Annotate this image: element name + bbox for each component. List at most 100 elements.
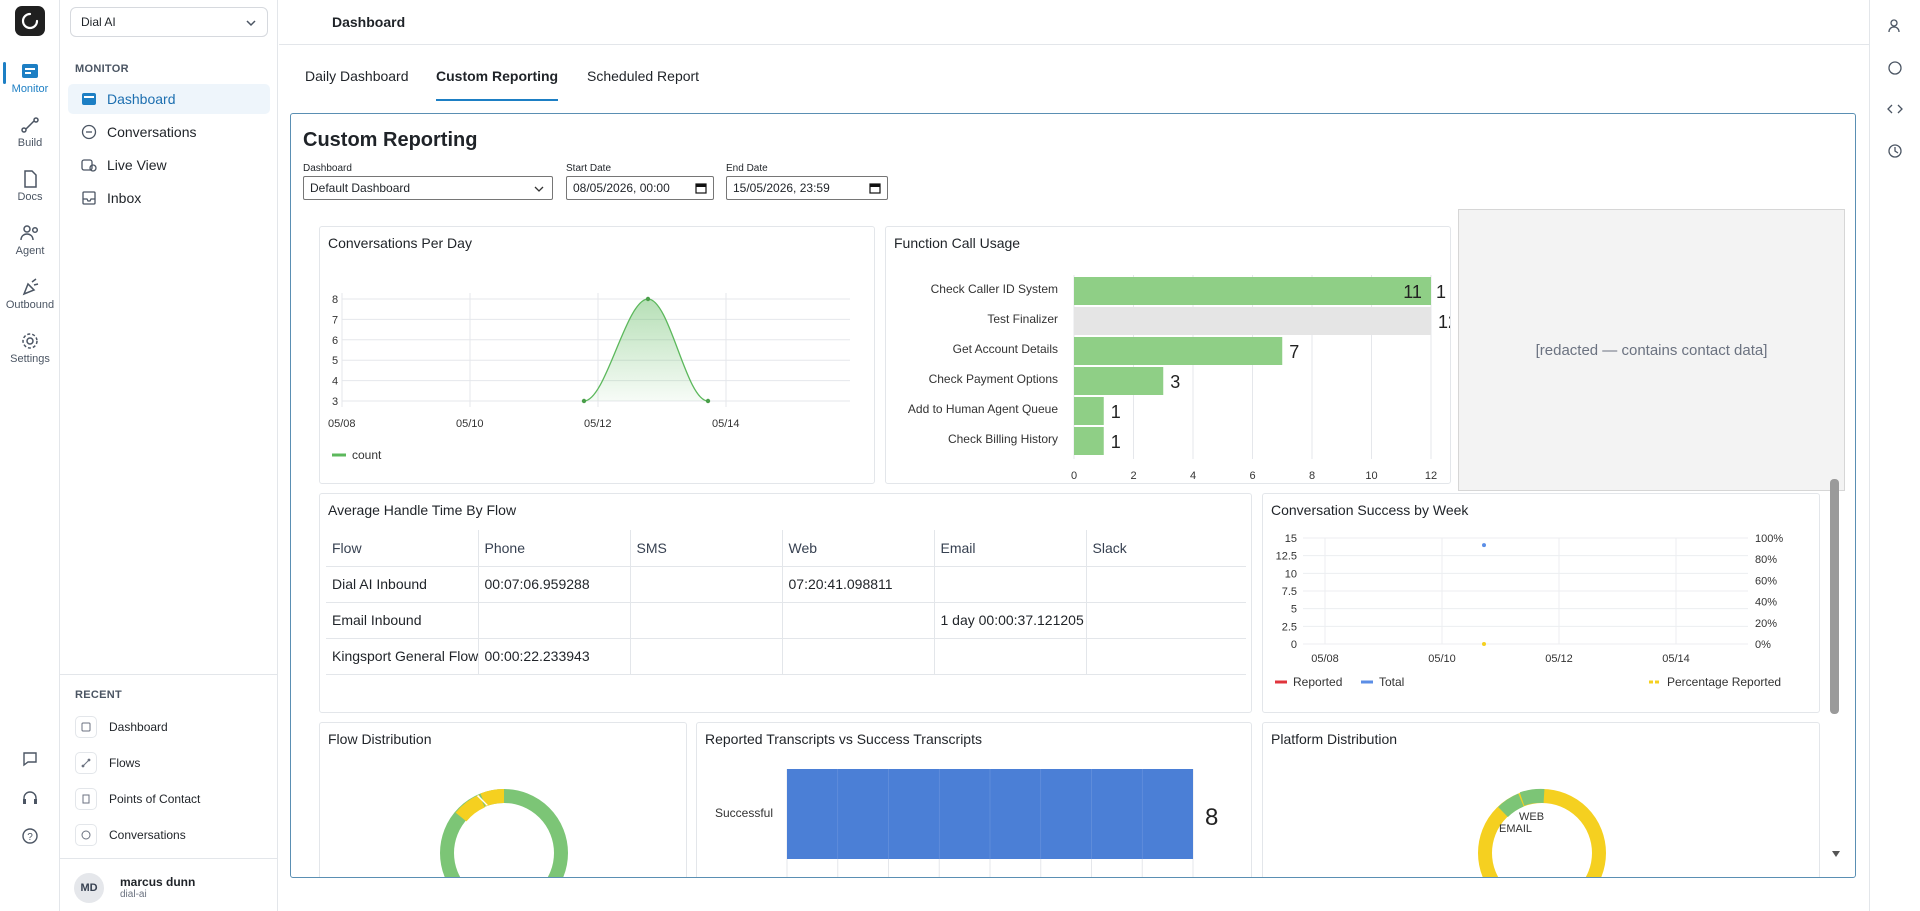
table-cell: Dial AI Inbound [326, 566, 479, 603]
calendar-icon [695, 183, 707, 194]
data-label: 3 [1170, 372, 1180, 392]
x-tick-label: 05/12 [1545, 653, 1573, 665]
column-header: SMS [630, 530, 783, 567]
user-profile[interactable]: MD marcus dunn dial-ai [60, 858, 278, 911]
legend-label: count [352, 448, 382, 462]
rail-label: Settings [10, 353, 50, 365]
headset-icon[interactable] [0, 789, 60, 812]
y-tick-label: 3 [332, 396, 338, 408]
sidebar-item-conversations[interactable]: Conversations [68, 117, 270, 147]
y-tick-label: 5 [332, 355, 338, 367]
conversations-per-day-chart: 3 4 5 6 7 8 05/08 05/10 05/12 05/14 count [328, 293, 850, 462]
bar [1074, 427, 1104, 455]
right-rail [1869, 0, 1920, 911]
conversations-per-day-card: Conversations Per Day 3 4 5 6 7 8 05/08 05/10 05… [319, 226, 875, 484]
y-tick-label: 10 [1285, 568, 1297, 580]
y2-tick-label: 100% [1755, 533, 1783, 545]
x-tick-label: 8 [1309, 470, 1315, 481]
chart-title: Reported Transcripts vs Success Transcri… [705, 731, 982, 747]
dashboard-select-value: Default Dashboard [310, 181, 411, 195]
rail-monitor[interactable]: Monitor [0, 62, 60, 95]
settings-icon [22, 333, 38, 349]
rail-agent[interactable]: Agent [0, 224, 60, 257]
start-date-input[interactable]: 08/05/2026, 00:00 [566, 176, 714, 200]
tab-custom-reporting[interactable]: Custom Reporting [436, 68, 559, 101]
category-label: Add to Human Agent Queue [908, 402, 1058, 416]
section-label: MONITOR [75, 63, 129, 75]
start-date-value: 08/05/2026, 00:00 [573, 181, 670, 195]
sidebar-item-label: Inbox [107, 190, 142, 206]
chart-title: Function Call Usage [894, 235, 1021, 251]
x-tick-label: 4 [1190, 470, 1196, 481]
scrollbar[interactable] [1830, 479, 1839, 714]
help-icon[interactable]: ? [0, 827, 60, 850]
legend-label: Total [1379, 675, 1404, 689]
header: Dashboard [279, 0, 1869, 45]
user-switch-icon[interactable] [1887, 18, 1903, 39]
workspace-select[interactable]: Dial AI [70, 7, 268, 37]
flows-icon [75, 752, 97, 774]
bar [1074, 337, 1283, 365]
user-org: dial-ai [120, 889, 147, 900]
sidebar-item-inbox[interactable]: Inbox [68, 183, 270, 213]
end-date-input[interactable]: 15/05/2026, 23:59 [726, 176, 888, 200]
tab-scheduled-report[interactable]: Scheduled Report [587, 68, 700, 84]
flow-distribution-chart [440, 788, 568, 877]
sidebar-item-dashboard[interactable]: Dashboard [68, 84, 270, 114]
table-cell [478, 602, 631, 639]
recent-item-dashboard[interactable]: Dashboard [75, 716, 168, 738]
tab-daily-dashboard[interactable]: Daily Dashboard [305, 68, 409, 84]
table-cell [630, 566, 783, 603]
chevron-down-icon [534, 186, 544, 192]
x-tick-label: 05/08 [328, 418, 356, 430]
y-tick-label: 15 [1285, 533, 1297, 545]
flow-distribution-card: Flow Distribution [319, 722, 687, 877]
avatar: MD [74, 873, 104, 903]
data-label: 7 [1289, 342, 1299, 362]
platform-distribution-chart: WEB EMAIL [1478, 788, 1606, 877]
recent-item-conversations[interactable]: Conversations [75, 824, 186, 846]
calendar-icon [869, 183, 881, 194]
sidebar-item-live-view[interactable]: Live View [68, 150, 270, 180]
chat-bubble-icon[interactable] [1887, 60, 1903, 81]
report-title: Custom Reporting [303, 129, 478, 151]
dashboard-icon [82, 93, 96, 105]
recent-item-flows[interactable]: Flows [75, 752, 140, 774]
app-logo[interactable] [15, 6, 45, 36]
x-tick-label: 05/10 [1428, 653, 1456, 665]
recent-item-points-of-contact[interactable]: Points of Contact [75, 788, 200, 810]
scroll-down-icon[interactable] [1831, 850, 1841, 858]
docs-icon [24, 170, 37, 188]
monitor-icon [22, 64, 38, 78]
recent-item-label: Points of Contact [109, 792, 201, 806]
y-tick-label: 12.5 [1276, 551, 1297, 563]
conversations-icon [75, 824, 97, 846]
live-view-icon [81, 159, 97, 172]
chart-title: Conversations Per Day [328, 235, 472, 251]
rail-label: Build [17, 137, 43, 149]
function-call-usage-card: Function Call Usage 0 2 4 6 8 10 12 Check Calle… [885, 226, 1451, 484]
chat-icon[interactable] [0, 750, 60, 773]
history-icon[interactable] [1887, 143, 1903, 164]
data-point [581, 398, 587, 404]
table-title: Average Handle Time By Flow [328, 502, 517, 518]
inbox-icon [82, 191, 96, 205]
conversations-icon [81, 124, 97, 140]
y-tick-label: 0 [1291, 639, 1297, 651]
rail-settings[interactable]: Settings [0, 332, 60, 365]
rail-build[interactable]: Build [0, 116, 60, 149]
data-label: 12 [1438, 312, 1451, 332]
rail-outbound[interactable]: Outbound [0, 278, 60, 311]
column-header: Flow [326, 530, 479, 567]
table-cell [1086, 602, 1246, 639]
dashboard-label: Dashboard [303, 163, 352, 174]
workspace-value: Dial AI [81, 15, 116, 29]
dashboard-select[interactable]: Default Dashboard [303, 176, 553, 200]
end-date-label: End Date [726, 163, 768, 174]
rail-docs[interactable]: Docs [0, 170, 60, 203]
y-tick-label: 5 [1291, 604, 1297, 616]
rail-label: Agent [15, 245, 45, 257]
code-icon[interactable] [1887, 101, 1903, 122]
data-point [705, 398, 711, 404]
